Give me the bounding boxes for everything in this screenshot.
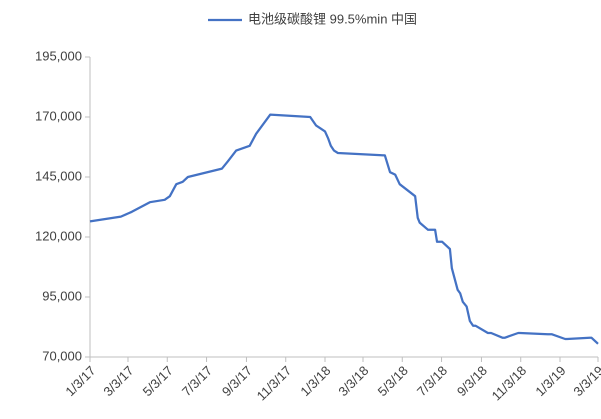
x-tick-label: 7/3/17 — [179, 363, 215, 399]
y-tick-label: 120,000 — [35, 228, 82, 243]
x-tick-label: 9/3/18 — [454, 363, 490, 399]
x-tick-label: 9/3/17 — [219, 363, 255, 399]
x-tick-label: 3/3/17 — [100, 363, 136, 399]
x-tick-label: 11/3/17 — [254, 363, 295, 404]
y-tick-label: 70,000 — [42, 348, 82, 363]
x-tick-label: 5/3/18 — [375, 363, 411, 399]
x-tick-label: 1/3/17 — [62, 363, 98, 399]
x-tick-label: 3/3/18 — [335, 363, 371, 399]
series-line — [89, 113, 599, 345]
x-tick-label: 1/3/18 — [297, 363, 333, 399]
y-tick-label: 195,000 — [35, 48, 82, 63]
x-tick-label: 1/3/19 — [532, 363, 568, 399]
x-tick-label: 7/3/18 — [414, 363, 450, 399]
x-tick-label: 11/3/18 — [489, 363, 530, 404]
x-tick-label: 5/3/17 — [140, 363, 176, 399]
y-tick-label: 95,000 — [42, 288, 82, 303]
legend-label: 电池级碳酸锂 99.5%min 中国 — [248, 11, 417, 26]
y-tick-label: 145,000 — [35, 168, 82, 183]
y-tick-label: 170,000 — [35, 108, 82, 123]
x-tick-label: 3/3/19 — [570, 363, 601, 399]
